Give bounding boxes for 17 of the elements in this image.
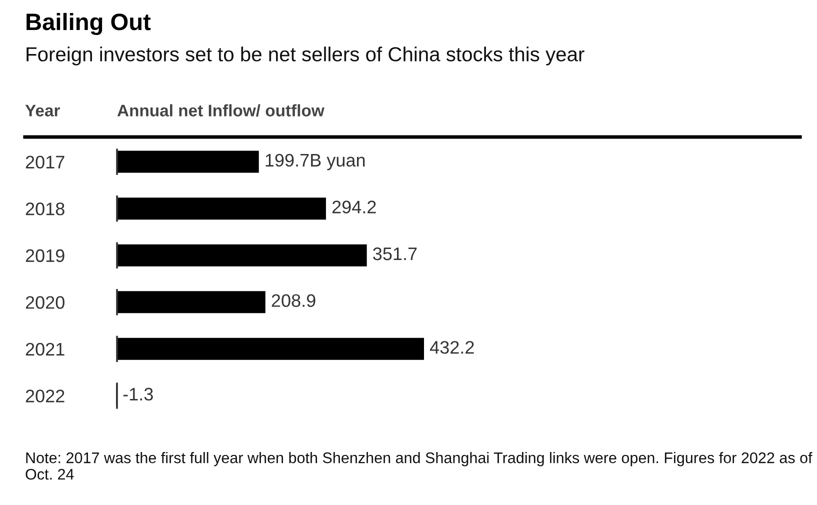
data-label: 294.2: [332, 200, 376, 214]
y-tick-label: 2017: [26, 156, 64, 169]
text: Note: 2017 was the first full year when both Shenzhen and Shanghai Trading links were open. Figures for 2022 as of Oct. 24: [26, 452, 812, 480]
y-tick-label: 2018: [26, 202, 64, 216]
y-tick-label: 2022: [26, 390, 64, 402]
data-label: 351.7: [373, 247, 417, 260]
y-tick-label: 2020: [26, 296, 64, 309]
chart-title: Bailing Out: [26, 12, 151, 36]
data-label: 432.2: [430, 340, 474, 354]
y-axis-title: Year: [25, 104, 60, 116]
y-tick-label: 2019: [26, 249, 64, 262]
x-axis-title: Annual net Inflow/ outflow: [117, 104, 324, 117]
data-label: -1.3: [123, 388, 153, 401]
chart-subtitle: Foreign investors set to be net sellers of China stocks this year: [26, 46, 584, 66]
data-label: 199.7B yuan: [266, 154, 365, 170]
data-label: 208.9: [272, 294, 316, 307]
y-tick-label: 2021: [26, 342, 64, 356]
